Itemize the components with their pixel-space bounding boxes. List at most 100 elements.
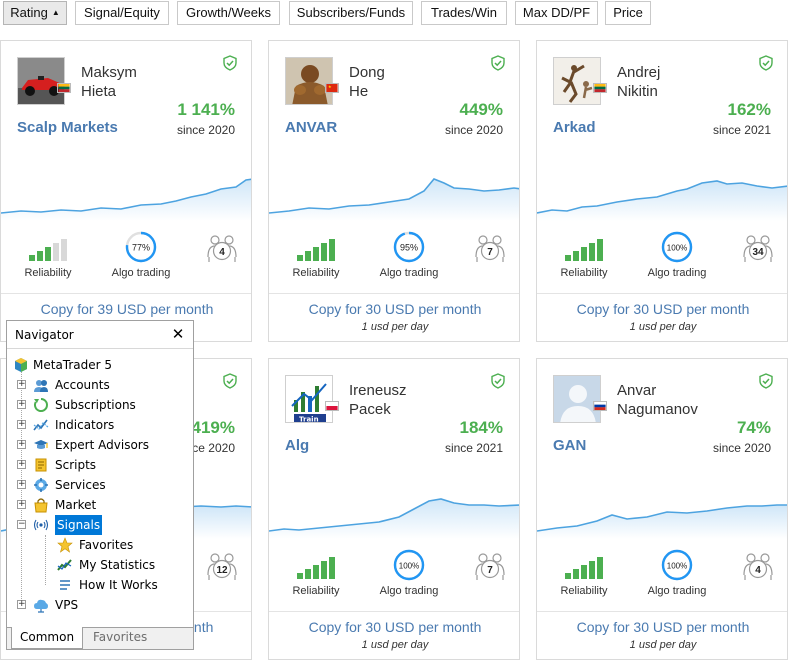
algo-ring-icon: 100% xyxy=(661,231,693,263)
copy-price-link[interactable]: Copy for 30 USD per month xyxy=(308,619,482,635)
signal-name-link[interactable]: Alg xyxy=(285,437,310,454)
verified-shield-icon xyxy=(223,55,237,71)
tree-item-label: Expert Advisors xyxy=(55,438,149,452)
tree-item-scripts[interactable]: + Scripts xyxy=(7,455,193,475)
sparkline-line xyxy=(537,180,787,214)
growth-value: 449% xyxy=(459,100,503,119)
tree-item-market[interactable]: + Market xyxy=(7,495,193,515)
svg-text:Train: Train xyxy=(299,416,319,424)
author-avatar[interactable] xyxy=(553,375,601,423)
reliability-bar xyxy=(589,561,595,579)
author-first-name: Anvar xyxy=(617,382,657,399)
author-last-name: Nikitin xyxy=(617,83,658,100)
subscribers-icon: 34 xyxy=(743,235,773,262)
author-name[interactable]: Ireneusz Pacek xyxy=(349,381,469,419)
sort-bar: Rating ▲ Signal/Equity Growth/Weeks Subsc… xyxy=(0,0,788,28)
expand-icon[interactable]: + xyxy=(17,499,26,509)
signal-card[interactable]: Anvar Nagumanov GAN 74% since 2020 Reliab… xyxy=(536,358,788,660)
country-flag-icon: ★ xyxy=(325,83,339,93)
author-name[interactable]: Dong He xyxy=(349,63,469,101)
expand-icon[interactable]: + xyxy=(17,599,26,609)
author-last-name: Pacek xyxy=(349,401,391,418)
equity-sparkline[interactable] xyxy=(537,161,788,221)
sort-price-button[interactable]: Price xyxy=(605,1,651,25)
signal-name-link[interactable]: ANVAR xyxy=(285,119,338,136)
equity-sparkline[interactable] xyxy=(269,161,520,221)
tree-item-how-it-works[interactable]: How It Works xyxy=(7,575,193,595)
expand-icon[interactable]: + xyxy=(17,439,26,449)
expand-icon[interactable]: + xyxy=(17,459,26,469)
reliability-bar xyxy=(297,255,303,261)
author-name[interactable]: Maksym Hieta xyxy=(81,63,201,101)
tree-item-indicators[interactable]: + Indicators xyxy=(7,415,193,435)
reliability-bar xyxy=(581,565,587,579)
tree-item-my-statistics[interactable]: My Statistics xyxy=(7,555,193,575)
signal-name-link[interactable]: Scalp Markets xyxy=(17,119,118,136)
sort-trades-win-button[interactable]: Trades/Win xyxy=(421,1,507,25)
author-avatar[interactable] xyxy=(285,57,333,105)
tab-favorites[interactable]: Favorites xyxy=(93,630,148,644)
algo-percent: 100% xyxy=(667,562,687,571)
copy-price-link[interactable]: Copy for 30 USD per month xyxy=(576,301,750,317)
signal-name-link[interactable]: GAN xyxy=(553,437,587,454)
price-per-day: 1 usd per day xyxy=(629,321,697,333)
algo-percent: 100% xyxy=(399,562,419,571)
tree-item-label: Scripts xyxy=(55,458,97,472)
signal-card[interactable]: Maksym Hieta Scalp Markets 1 141% since 2… xyxy=(0,40,252,342)
reliability-bar xyxy=(329,557,335,579)
close-icon[interactable]: ✕ xyxy=(171,325,185,343)
author-first-name: Maksym xyxy=(81,64,137,81)
author-avatar[interactable] xyxy=(553,57,601,105)
growth-value: 162% xyxy=(727,100,771,119)
author-name[interactable]: Andrej Nikitin xyxy=(617,63,737,101)
growth-value: 1 141% xyxy=(177,100,235,119)
sort-rating-button[interactable]: Rating ▲ xyxy=(3,1,67,25)
verified-shield-icon xyxy=(491,373,505,389)
sort-growth-weeks-button[interactable]: Growth/Weeks xyxy=(177,1,280,25)
signal-card[interactable]: Train Ireneusz Pacek Alg 184% since 2021 … xyxy=(268,358,520,660)
algo-trading-label: Algo trading xyxy=(111,267,171,279)
tree-item-expert-advisors[interactable]: + Expert Advisors xyxy=(7,435,193,455)
copy-price-link[interactable]: Copy for 30 USD per month xyxy=(576,619,750,635)
expand-icon[interactable]: + xyxy=(17,419,26,429)
equity-sparkline[interactable] xyxy=(269,479,520,539)
sparkline-line xyxy=(1,178,251,214)
signal-card[interactable]: Andrej Nikitin Arkad 162% since 2021 Reli… xyxy=(536,40,788,342)
author-avatar[interactable]: Train xyxy=(285,375,333,423)
since-year: since 2020 xyxy=(444,123,503,137)
sort-max-dd-pf-button[interactable]: Max DD/PF xyxy=(515,1,598,25)
algo-trading-label: Algo trading xyxy=(379,585,439,597)
tree-item-signals[interactable]: − Signals xyxy=(7,515,193,535)
tree-item-accounts[interactable]: + Accounts xyxy=(7,375,193,395)
signal-name-link[interactable]: Arkad xyxy=(553,119,596,136)
divider xyxy=(269,611,519,612)
expert-advisors-icon xyxy=(34,440,48,449)
expand-icon[interactable]: + xyxy=(17,479,26,489)
author-name[interactable]: Anvar Nagumanov xyxy=(617,381,737,419)
divider xyxy=(1,293,251,294)
since-year: since 2021 xyxy=(712,123,771,137)
signal-card[interactable]: ★ Dong He ANVAR 449% since 2020 Reliabili… xyxy=(268,40,520,342)
copy-price-link[interactable]: Copy for 39 USD per month xyxy=(40,301,214,317)
price-per-day: 1 usd per day xyxy=(361,321,429,333)
equity-sparkline[interactable] xyxy=(1,161,252,221)
country-flag-icon xyxy=(593,83,607,93)
tree-item-favorites[interactable]: Favorites xyxy=(7,535,193,555)
equity-sparkline[interactable] xyxy=(537,479,788,539)
sort-signal-equity-button[interactable]: Signal/Equity xyxy=(75,1,169,25)
tree-item-subscriptions[interactable]: + Subscriptions xyxy=(7,395,193,415)
tree-item-services[interactable]: + Services xyxy=(7,475,193,495)
sort-subscribers-funds-button[interactable]: Subscribers/Funds xyxy=(289,1,413,25)
author-avatar[interactable] xyxy=(17,57,65,105)
tree-item-label: My Statistics xyxy=(79,558,156,572)
tab-common[interactable]: Common xyxy=(11,627,84,649)
sparkline-area xyxy=(537,505,787,539)
collapse-icon[interactable]: − xyxy=(17,519,26,529)
expand-icon[interactable]: + xyxy=(17,399,26,409)
tree-item-vps[interactable]: + VPS xyxy=(7,595,193,615)
verified-shield-icon xyxy=(759,373,773,389)
tree-item-metatrader5[interactable]: MetaTrader 5 xyxy=(13,355,193,375)
list-icon xyxy=(60,580,70,590)
copy-price-link[interactable]: Copy for 30 USD per month xyxy=(308,301,482,317)
expand-icon[interactable]: + xyxy=(17,379,26,389)
